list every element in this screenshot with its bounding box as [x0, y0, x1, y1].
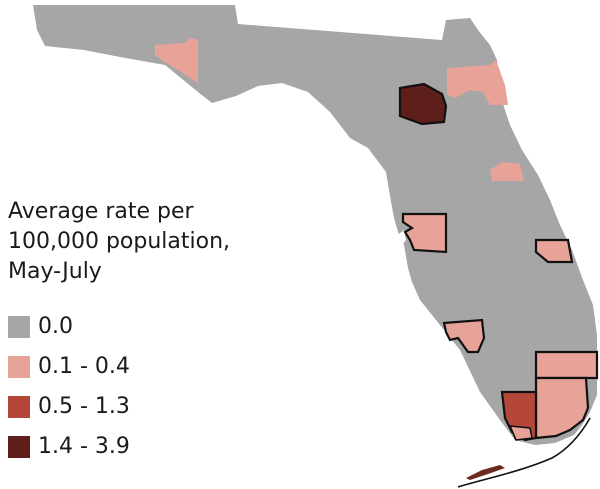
coast-arc [457, 417, 591, 488]
legend-item-0: 0.0 [8, 316, 130, 338]
tampa-bay-notch [394, 230, 406, 248]
legend-label: 0.5 - 1.3 [38, 394, 130, 419]
legend-title-line-3: May-July [8, 259, 102, 284]
legend-label: 1.4 - 3.9 [38, 434, 130, 459]
legend-title: Average rate per 100,000 population, May… [8, 197, 288, 287]
legend-item-1: 0.1 - 0.4 [8, 356, 130, 378]
county-palm-beach-area [534, 350, 599, 380]
county-alachua-area [398, 82, 448, 126]
legend-swatch [8, 316, 30, 338]
county-duval-area [447, 60, 508, 105]
legend-title-line-1: Average rate per [8, 199, 194, 224]
legend-swatch [8, 436, 30, 458]
florida-keys [466, 465, 505, 480]
legend-label: 0.0 [38, 314, 73, 339]
county-monroe-area [508, 425, 533, 441]
county-escambia-area [155, 38, 198, 83]
county-hillsborough-area [401, 212, 448, 254]
legend-label: 0.1 - 0.4 [38, 354, 130, 379]
county-volusia-area [490, 162, 524, 181]
legend-swatch [8, 356, 30, 378]
legend-item-2: 0.5 - 1.3 [8, 396, 130, 418]
legend-swatch [8, 396, 30, 418]
legend-title-line-2: 100,000 population, [8, 229, 231, 254]
legend-item-3: 1.4 - 3.9 [8, 436, 130, 458]
county-st-lucie-area [534, 238, 574, 264]
county-lee-area [442, 318, 486, 354]
county-broward-miami-area [534, 376, 590, 440]
legend: 0.0 0.1 - 0.4 0.5 - 1.3 1.4 - 3.9 [8, 316, 130, 476]
